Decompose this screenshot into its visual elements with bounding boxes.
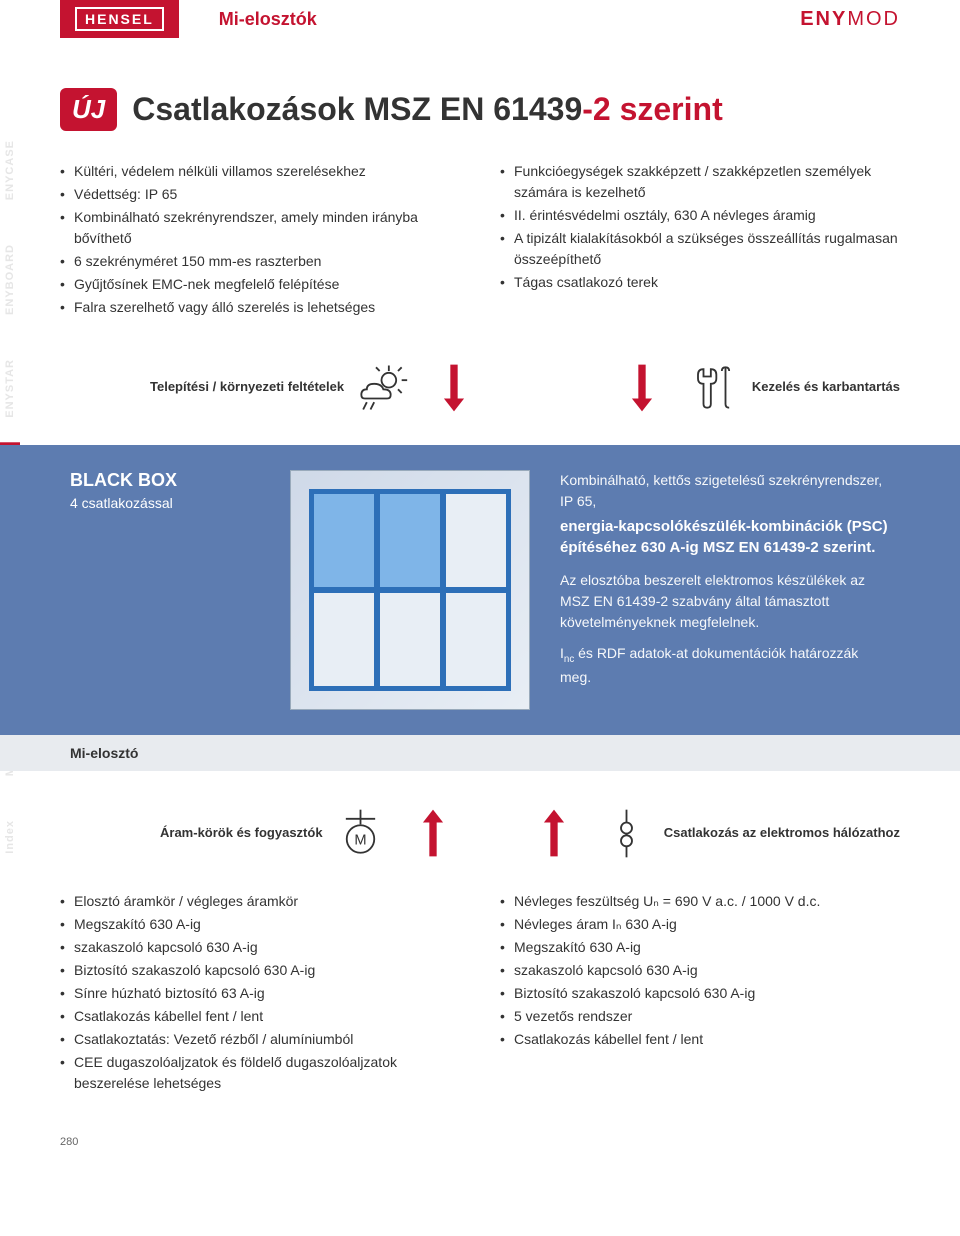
- down-arrow-icon: [439, 360, 469, 415]
- connection-label: Csatlakozás az elektromos hálózathoz: [664, 825, 900, 842]
- feature-item: Kombinálható szekrényrendszer, amely min…: [60, 207, 460, 249]
- feature-list-right: Funkcióegységek szakképzett / szakképzet…: [500, 161, 900, 293]
- circuits-label: Áram-körök és fogyasztók: [160, 825, 323, 842]
- feature-item: Védettség: IP 65: [60, 184, 460, 205]
- spec-item: Névleges feszültség Uₙ = 690 V a.c. / 10…: [500, 891, 900, 912]
- document-title: Mi-elosztók: [219, 9, 800, 30]
- connection-block: Csatlakozás az elektromos hálózathoz: [599, 806, 900, 861]
- spec-item: 5 vezetős rendszer: [500, 1006, 900, 1027]
- feature-item: II. érintésvédelmi osztály, 630 A névleg…: [500, 205, 900, 226]
- main-heading: Csatlakozások MSZ EN 61439-2 szerint: [132, 91, 722, 128]
- spec-item: Megszakító 630 A-ig: [500, 937, 900, 958]
- feature-item: Gyűjtősínek EMC-nek megfelelő felépítése: [60, 274, 460, 295]
- spec-item: Csatlakozás kábellel fent / lent: [60, 1006, 460, 1027]
- blue-para1: Az elosztóba beszerelt elektromos készül…: [560, 570, 890, 633]
- feature-item: A tipizált kialakításokból a szükséges ö…: [500, 228, 900, 270]
- blue-bold: energia-kapcsolókészülék-kombinációk (PS…: [560, 516, 890, 558]
- spec-item: Biztosító szakaszoló kapcsoló 630 A-ig: [60, 960, 460, 981]
- icon-row-bottom: Áram-körök és fogyasztók M: [160, 806, 900, 861]
- spec-item: Névleges áram Iₙ 630 A-ig: [500, 914, 900, 935]
- feature-columns: Kültéri, védelem nélküli villamos szerel…: [60, 161, 900, 320]
- logo: HENSEL: [60, 0, 179, 38]
- header: HENSEL Mi-elosztók ENYMOD: [60, 0, 900, 38]
- spec-item: Megszakító 630 A-ig: [60, 914, 460, 935]
- spec-item: CEE dugaszolóaljzatok és földelő dugaszo…: [60, 1052, 460, 1094]
- logo-text: HENSEL: [75, 7, 164, 31]
- blackbox-subtitle: 4 csatlakozással: [70, 495, 260, 511]
- spec-columns: Elosztó áramkör / végleges áramkör Megsz…: [60, 891, 900, 1096]
- heading-black: Csatlakozások MSZ EN 61439: [132, 91, 582, 127]
- maintenance-label: Kezelés és karbantartás: [752, 379, 900, 396]
- motor-icon: M: [333, 806, 388, 861]
- circuits-block: Áram-körök és fogyasztók M: [160, 806, 388, 861]
- spec-item: Biztosító szakaszoló kapcsoló 630 A-ig: [500, 983, 900, 1004]
- blue-para2: Inc és RDF adatok-at dokumentációk határ…: [560, 643, 890, 688]
- installation-block: Telepítési / környezeti feltételek: [150, 360, 409, 415]
- spec-item: Elosztó áramkör / végleges áramkör: [60, 891, 460, 912]
- up-arrow-icon: [418, 806, 448, 861]
- installation-label: Telepítési / környezeti feltételek: [150, 379, 344, 396]
- down-arrow-icon: [627, 360, 657, 415]
- new-badge: ÚJ: [60, 88, 117, 131]
- feature-item: Kültéri, védelem nélküli villamos szerel…: [60, 161, 460, 182]
- grid-connection-icon: [599, 806, 654, 861]
- product-image: [290, 470, 530, 710]
- blue-section: BLACK BOX 4 csatlakozással Kombinálható,…: [0, 445, 960, 735]
- spec-list-right: Névleges feszültség Uₙ = 690 V a.c. / 10…: [500, 891, 900, 1050]
- feature-item: 6 szekrényméret 150 mm-es raszterben: [60, 251, 460, 272]
- maintenance-block: Kezelés és karbantartás: [687, 360, 900, 415]
- wrench-icon: [687, 360, 742, 415]
- main-heading-row: ÚJ Csatlakozások MSZ EN 61439-2 szerint: [60, 88, 900, 131]
- feature-item: Funkcióegységek szakképzett / szakképzet…: [500, 161, 900, 203]
- up-arrow-icon: [539, 806, 569, 861]
- spec-item: szakaszoló kapcsoló 630 A-ig: [60, 937, 460, 958]
- blue-intro: Kombinálható, kettős szigetelésű szekrén…: [560, 470, 890, 512]
- feature-item: Falra szerelhető vagy álló szerelés is l…: [60, 297, 460, 318]
- icon-row-top: Telepítési / környezeti feltételek: [150, 360, 900, 415]
- feature-list-left: Kültéri, védelem nélküli villamos szerel…: [60, 161, 460, 318]
- spec-item: Csatlakozás kábellel fent / lent: [500, 1029, 900, 1050]
- page-number: 280: [60, 1136, 900, 1148]
- brand-name: ENYMOD: [800, 8, 900, 31]
- heading-red: -2 szerint: [582, 91, 722, 127]
- feature-item: Tágas csatlakozó terek: [500, 272, 900, 293]
- svg-text:M: M: [354, 833, 366, 849]
- weather-icon: [354, 360, 409, 415]
- grey-section-header: Mi-elosztó: [0, 735, 960, 771]
- spec-item: Csatlakoztatás: Vezető rézből / alumíniu…: [60, 1029, 460, 1050]
- blackbox-title: BLACK BOX: [70, 470, 260, 491]
- spec-list-left: Elosztó áramkör / végleges áramkör Megsz…: [60, 891, 460, 1094]
- spec-item: szakaszoló kapcsoló 630 A-ig: [500, 960, 900, 981]
- spec-item: Sínre húzható biztosító 63 A-ig: [60, 983, 460, 1004]
